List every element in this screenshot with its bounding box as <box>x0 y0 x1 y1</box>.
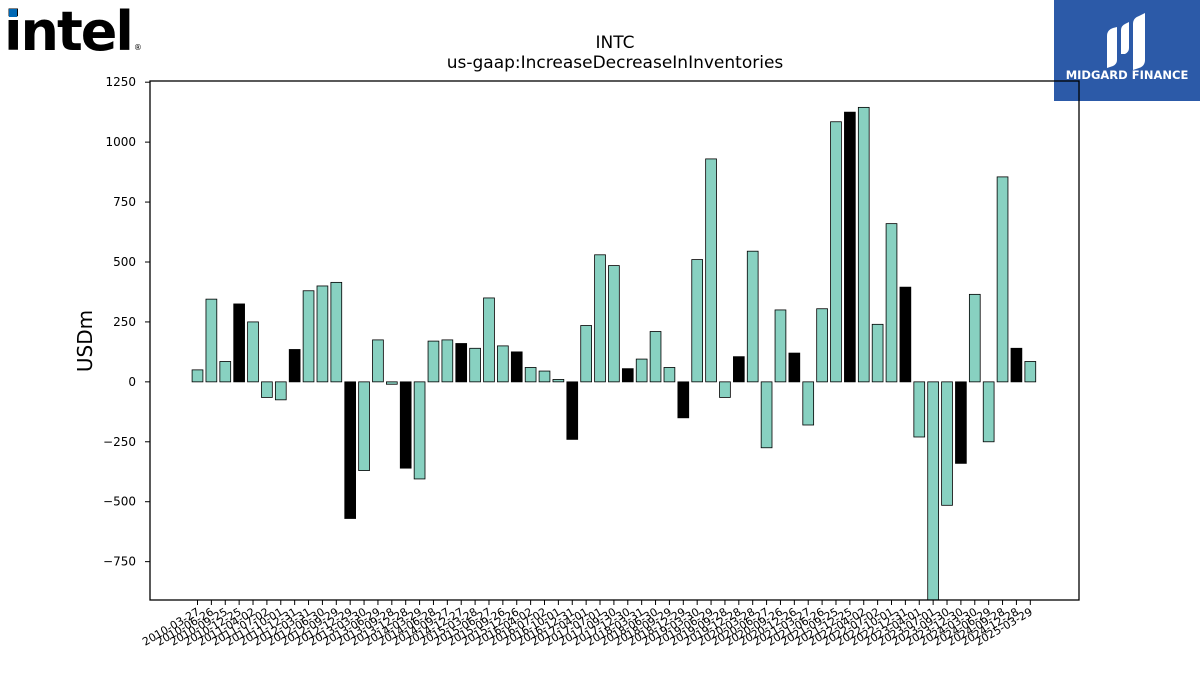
chart-subtitle: us-gaap:IncreaseDecreaseInInventories <box>447 53 784 73</box>
bar-2019-03-30 <box>691 259 704 383</box>
bar-2021-06-26 <box>816 308 828 383</box>
intel-logo: intel ® <box>4 2 142 78</box>
bar-2022-12-31 <box>899 286 912 383</box>
bar-2022-04-02 <box>857 106 870 383</box>
bar-2012-03-31 <box>302 290 315 383</box>
bar-2016-07-02 <box>538 370 551 383</box>
bar-2018-12-29 <box>677 381 690 419</box>
bar-2017-04-01 <box>580 325 592 383</box>
bar-2021-12-25 <box>844 111 856 383</box>
bar-2011-04-02 <box>247 321 259 383</box>
y-tick-label: 0 <box>128 375 136 389</box>
bar-2024-12-28 <box>1010 347 1023 383</box>
bar-2013-09-28 <box>386 381 398 385</box>
bar-2020-06-27 <box>760 381 773 449</box>
bar-2019-06-29 <box>705 158 717 383</box>
y-tick-label: 250 <box>113 315 136 329</box>
bar-2023-07-01 <box>927 381 939 601</box>
bar-2024-03-30 <box>968 293 981 383</box>
bar-2018-06-30 <box>649 331 662 383</box>
midgard-finance-badge: MIDGARD FINANCE <box>1054 0 1200 101</box>
intel-logo-registered-mark: ® <box>133 43 142 52</box>
bar-2015-06-27 <box>483 297 495 383</box>
y-tick-label: −500 <box>103 495 136 509</box>
bar-2012-06-30 <box>316 285 329 383</box>
y-tick-label: 750 <box>113 195 136 209</box>
bar-2014-06-28 <box>427 340 440 383</box>
bar-2023-09-30 <box>941 381 953 506</box>
bar-2016-04-02 <box>524 367 537 383</box>
x-axis-ticks: 2010-03-272010-06-262010-09-252010-12-25… <box>140 600 1035 649</box>
bar-2011-07-02 <box>261 381 273 398</box>
bar-2010-12-25 <box>233 303 245 383</box>
y-tick-label: −250 <box>103 435 136 449</box>
intel-logo-text: intel <box>4 0 134 63</box>
bar-2010-03-27 <box>191 369 204 383</box>
y-tick-label: 500 <box>113 255 136 269</box>
bar-2022-10-01 <box>885 223 898 383</box>
y-axis-label: USDm <box>73 310 97 372</box>
bar-2015-12-26 <box>510 351 523 383</box>
midgard-logo-icon <box>1107 13 1145 70</box>
y-tick-label: 1250 <box>105 75 136 89</box>
bar-2017-07-01 <box>594 254 606 383</box>
bar-2010-06-26 <box>205 298 218 383</box>
bar-2011-12-31 <box>288 349 301 383</box>
bar-2018-03-31 <box>635 358 648 383</box>
bar-2023-12-30 <box>955 381 967 464</box>
bar-series <box>191 106 1037 601</box>
bar-2014-12-27 <box>455 343 468 383</box>
y-tick-label: −750 <box>103 555 136 569</box>
bar-2024-06-29 <box>982 381 995 443</box>
intel-logo-dot <box>9 9 17 17</box>
bar-2013-06-29 <box>372 339 384 383</box>
bar-2012-12-29 <box>344 381 356 519</box>
bar-2013-03-30 <box>358 381 370 471</box>
bar-2017-09-30 <box>608 265 620 383</box>
bar-2010-09-25 <box>219 361 232 383</box>
y-axis-ticks: −750 −500 −250 0 250 500 750 1000 1250 <box>103 75 150 569</box>
bar-2019-09-28 <box>719 381 731 398</box>
bar-2015-03-28 <box>469 347 481 383</box>
bar-2013-12-28 <box>399 381 412 469</box>
bar-2020-03-28 <box>746 250 759 383</box>
chart-title: INTC <box>596 33 635 53</box>
bar-2023-04-01 <box>913 381 926 438</box>
bar-2022-07-02 <box>871 323 884 383</box>
bar-2015-09-26 <box>497 345 509 383</box>
bar-2017-12-30 <box>621 368 634 383</box>
plot-frame <box>149 80 1080 601</box>
bar-2020-09-26 <box>774 309 787 383</box>
y-tick-label: 1000 <box>105 135 136 149</box>
bar-2012-09-29 <box>330 281 343 383</box>
bar-2021-09-25 <box>830 121 842 383</box>
bar-2016-10-01 <box>552 379 565 383</box>
bar-2025-03-29 <box>1024 361 1037 383</box>
midgard-finance-name: MIDGARD FINANCE <box>1065 68 1189 82</box>
bar-2014-03-29 <box>413 381 426 480</box>
bar-2020-12-26 <box>788 352 801 383</box>
bar-2018-09-29 <box>663 367 676 383</box>
bar-2016-12-31 <box>566 381 579 440</box>
bar-2014-09-27 <box>441 339 454 383</box>
bar-2011-10-01 <box>274 381 287 401</box>
bar-2021-03-27 <box>802 381 815 426</box>
bar-2024-09-28 <box>996 176 1009 383</box>
bar-2019-12-28 <box>733 356 745 383</box>
